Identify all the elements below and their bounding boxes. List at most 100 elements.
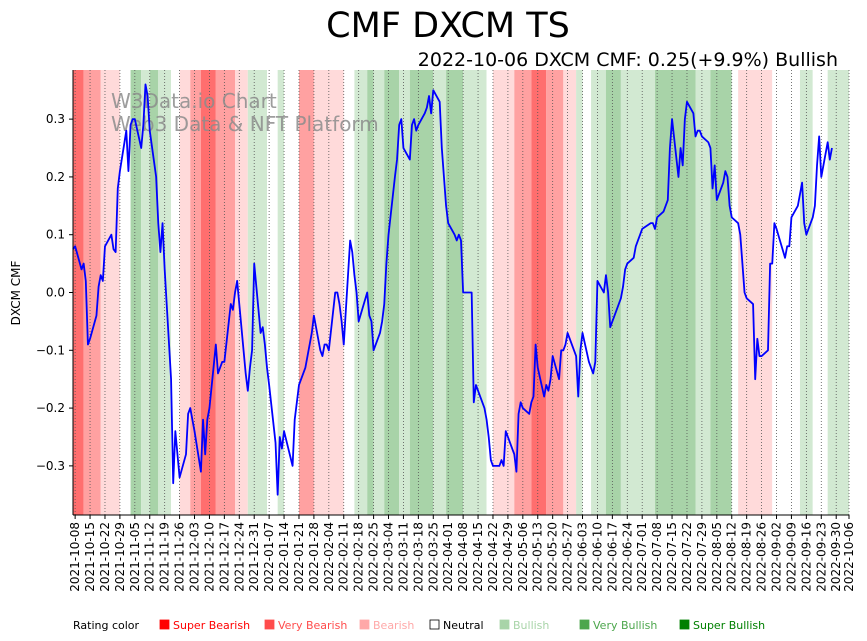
rating-band-bearish: [738, 70, 773, 515]
y-tick-label: 0.1: [46, 228, 65, 242]
rating-band-bullish: [620, 70, 655, 515]
rating-band-very-bullish: [409, 70, 434, 515]
x-tick-label: 2021-11-05: [128, 522, 142, 592]
x-tick-label: 2022-01-07: [262, 522, 276, 592]
x-tick-label: 2022-09-09: [784, 522, 798, 592]
x-tick-label: 2022-03-18: [411, 522, 425, 592]
rating-band-bearish: [100, 70, 120, 515]
x-ticks: 2021-10-08 2021-10-15 2021-10-22 2021-10-29…: [68, 515, 856, 592]
series-line-dxcm-cmf: [72, 83, 833, 496]
rating-band-neutral: [731, 70, 739, 515]
x-tick-label: 2021-11-12: [143, 522, 157, 592]
legend-label: Neutral: [443, 619, 484, 632]
legend-label: Super Bullish: [693, 619, 765, 632]
x-tick-label: 2022-04-15: [471, 522, 485, 592]
x-tick-label: 2021-10-15: [83, 522, 97, 592]
rating-band-bullish: [576, 70, 583, 515]
rating-band-very-bearish: [298, 70, 314, 515]
x-tick-label: 2022-02-11: [337, 522, 351, 592]
watermark-line-2: Web3 Data & NFT Platform: [111, 112, 379, 136]
rating-band-super-bearish: [531, 70, 547, 515]
x-tick-label: 2022-01-28: [307, 522, 321, 592]
rating-band-super-bearish: [200, 70, 216, 515]
rating-band-very-bearish: [546, 70, 564, 515]
legend-title: Rating color: [73, 619, 140, 632]
x-tick-label: 2022-08-05: [710, 522, 724, 592]
legend-swatch: [579, 619, 590, 630]
watermark-line-1: W3Data.io Chart: [111, 89, 277, 113]
legend-swatch: [499, 619, 510, 630]
chart-title: CMF DXCM TS: [326, 6, 570, 46]
x-tick-label: 2022-05-13: [531, 522, 545, 592]
rating-band-bearish: [563, 70, 577, 515]
rating-band-neutral: [171, 70, 180, 515]
x-tick-label: 2022-04-22: [486, 522, 500, 592]
rating-band-neutral: [812, 70, 828, 515]
x-tick-label: 2022-03-25: [426, 522, 440, 592]
legend-label: Bearish: [373, 619, 414, 632]
x-tick-label: 2022-10-06: [842, 522, 856, 592]
legend-swatch: [159, 619, 170, 630]
legend-label: Very Bullish: [593, 619, 657, 632]
x-tick-label: 2022-03-04: [382, 522, 396, 592]
x-tick-label: 2022-05-20: [546, 522, 560, 592]
x-tick-label: 2022-01-14: [277, 522, 291, 592]
legend-entries: Super Bearish Very Bearish Bearish Neutral B…: [159, 619, 765, 632]
rating-band-neutral: [582, 70, 592, 515]
rating-band-bullish: [433, 70, 447, 515]
x-tick-label: 2021-10-08: [68, 522, 82, 592]
x-tick-label: 2021-12-31: [247, 522, 261, 592]
x-tick-label: 2022-04-29: [501, 522, 515, 592]
rating-band-very-bullish: [710, 70, 732, 515]
y-tick-label: −0.2: [36, 401, 65, 415]
x-tick-label: 2022-06-24: [620, 522, 634, 592]
x-tick-label: 2022-08-12: [725, 522, 739, 592]
rating-band-very-bullish: [384, 70, 400, 515]
rating-band-very-bullish: [605, 70, 621, 515]
rating-band-bearish: [235, 70, 248, 515]
vertical-gridlines: [74, 70, 850, 515]
x-tick-label: 2021-11-19: [158, 522, 172, 592]
x-tick-label: 2022-07-08: [650, 522, 664, 592]
rating-band-bullish: [399, 70, 410, 515]
x-tick-label: 2022-02-04: [322, 522, 336, 592]
rating-band-bullish: [354, 70, 368, 515]
x-tick-label: 2022-03-11: [396, 522, 410, 592]
rating-band-neutral: [486, 70, 493, 515]
rating-band-neutral: [343, 70, 355, 515]
x-tick-label: 2021-10-22: [98, 522, 112, 592]
x-tick-label: 2021-12-10: [202, 522, 216, 592]
x-tick-label: 2022-07-01: [635, 522, 649, 592]
x-tick-label: 2022-04-01: [441, 522, 455, 592]
x-tick-label: 2022-01-21: [292, 522, 306, 592]
x-tick-label: 2022-02-25: [367, 522, 381, 592]
rating-band-very-bearish: [83, 70, 101, 515]
rating-band-very-bearish: [190, 70, 201, 515]
x-tick-label: 2022-08-19: [740, 522, 754, 592]
rating-band-bullish: [591, 70, 606, 515]
x-tick-label: 2021-12-24: [232, 522, 246, 592]
y-tick-label: 0.2: [46, 170, 65, 184]
rating-band-very-bullish: [149, 70, 159, 515]
rating-band-very-bullish: [655, 70, 696, 515]
x-tick-label: 2022-02-18: [352, 522, 366, 592]
watermark: W3Data.io Chart Web3 Data & NFT Platform: [111, 89, 379, 136]
rating-band-bullish: [373, 70, 385, 515]
x-tick-label: 2021-11-26: [173, 522, 187, 592]
legend-label: Bullish: [513, 619, 549, 632]
rating-band-bullish: [141, 70, 150, 515]
legend-label: Very Bearish: [278, 619, 347, 632]
rating-band-bullish: [827, 70, 849, 515]
rating-band-bullish: [695, 70, 711, 515]
x-tick-label: 2022-07-15: [665, 522, 679, 592]
rating-band-super-bearish: [73, 70, 84, 515]
y-tick-label: 0.3: [46, 112, 65, 126]
legend-label: Super Bearish: [173, 619, 250, 632]
x-tick-label: 2022-06-17: [605, 522, 619, 592]
x-tick-label: 2022-06-10: [590, 522, 604, 592]
chart-subtitle: 2022-10-06 DXCM CMF: 0.25(+9.9%) Bullish: [418, 49, 838, 71]
x-tick-label: 2022-05-06: [516, 522, 530, 592]
rating-band-very-bullish: [367, 70, 374, 515]
rating-band-bullish: [463, 70, 487, 515]
